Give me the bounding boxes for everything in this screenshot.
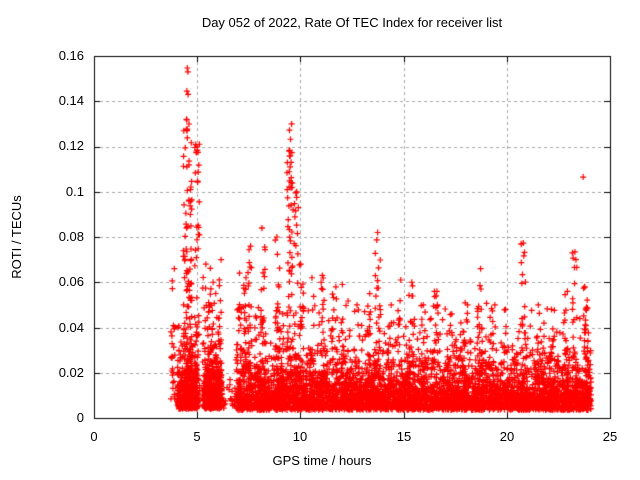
x-tick-label: 5 (193, 429, 201, 444)
y-tick-label: 0.06 (58, 274, 84, 289)
y-tick-label: 0.02 (58, 365, 84, 380)
y-tick-label: 0.16 (58, 48, 84, 63)
y-tick-label: 0 (76, 410, 84, 425)
x-tick-label: 10 (292, 429, 308, 444)
x-tick-label: 0 (90, 429, 98, 444)
y-axis-label: ROTI / TECUs (9, 195, 24, 279)
y-tick-label: 0.08 (58, 229, 84, 244)
y-tick-label: 0.04 (58, 320, 84, 335)
y-tick-label: 0.1 (65, 184, 84, 199)
y-tick-label: 0.14 (58, 93, 84, 108)
x-tick-label: 20 (499, 429, 515, 444)
x-tick-label: 25 (602, 429, 618, 444)
x-tick-label: 15 (396, 429, 412, 444)
y-tick-label: 0.12 (58, 138, 84, 153)
chart-title: Day 052 of 2022, Rate Of TEC Index for r… (201, 15, 503, 30)
x-axis-label: GPS time / hours (272, 453, 372, 468)
